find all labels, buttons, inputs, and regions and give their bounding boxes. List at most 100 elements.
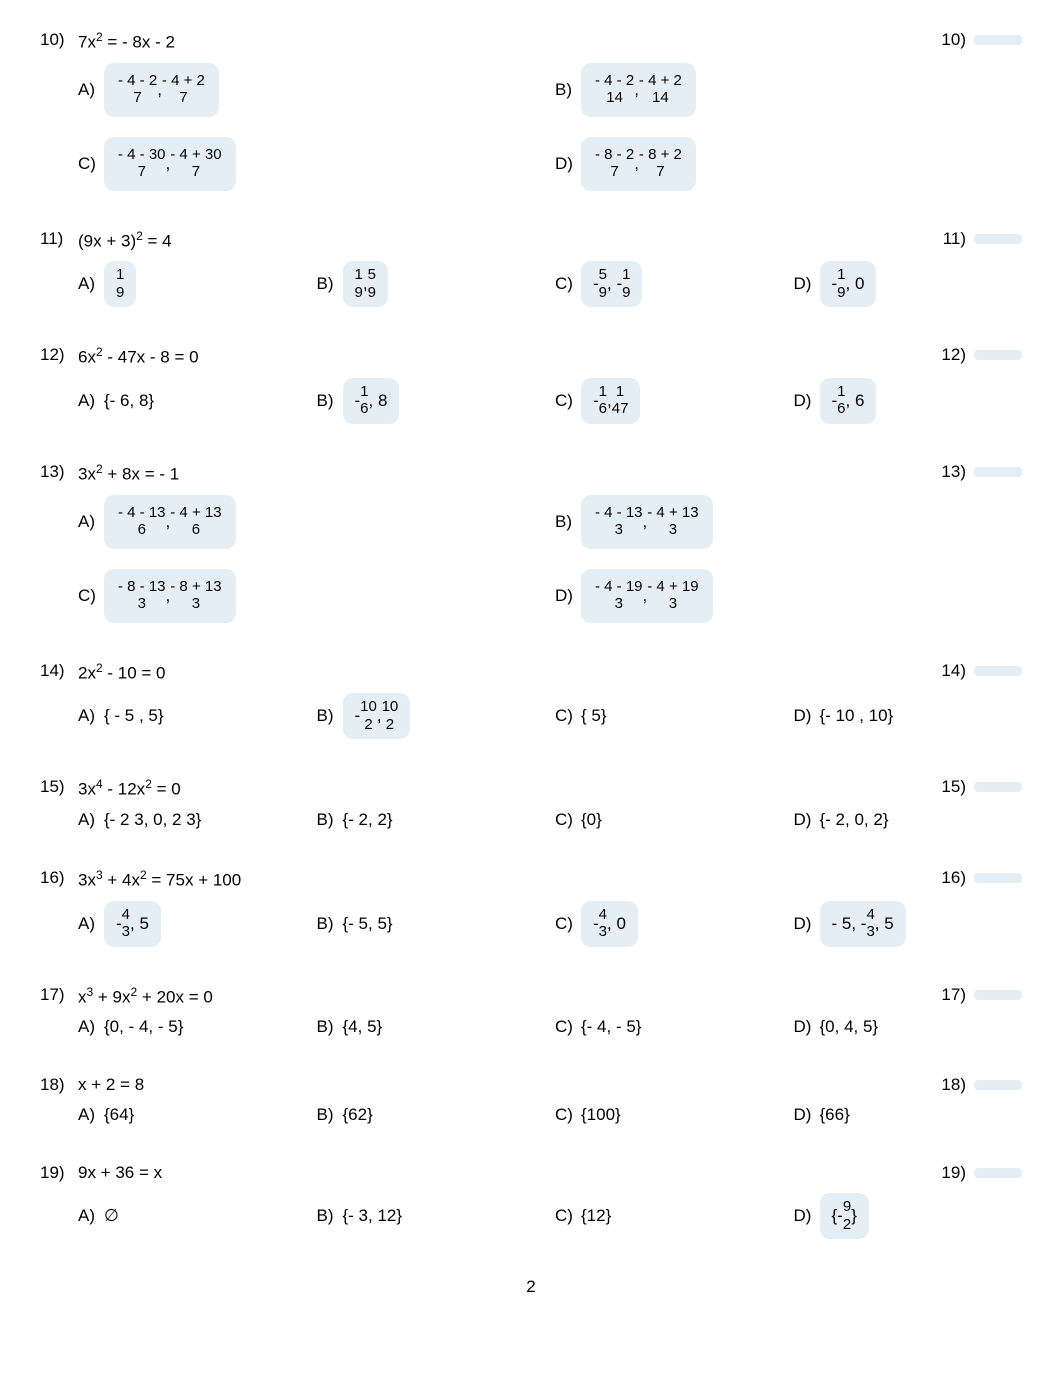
answer-slot: 12) xyxy=(941,345,1022,365)
choice-letter: D) xyxy=(794,1105,820,1125)
choice-letter: A) xyxy=(78,80,104,100)
answer-blank xyxy=(974,1168,1022,1178)
answer-choice: C) - 16, 147 xyxy=(555,378,784,424)
answer-choice: B) {4, 5} xyxy=(317,1017,546,1037)
choice-grid: A) {- 2 3, 0, 2 3} B) {- 2, 2} C) {0} D)… xyxy=(78,810,1022,830)
choice-grid: A) 19 B) 19, 59 C) - 59, - 19 D) - 19, 0 xyxy=(78,261,1022,307)
answer-choice: B) - 4 - 214 , - 4 + 214 xyxy=(555,63,1022,117)
question-stem: 7x2 = - 8x - 2 xyxy=(78,30,1022,53)
choice-grid: A) { - 5 , 5} B) - 102, 102 C) { 5} D) {… xyxy=(78,693,1022,739)
question-stem: 6x2 - 47x - 8 = 0 xyxy=(78,345,1022,368)
answer-blank xyxy=(974,873,1022,883)
answer-choice: D) {- 10 , 10} xyxy=(794,706,1023,726)
answer-choice: D) - 8 - 27 , - 8 + 27 xyxy=(555,137,1022,191)
choice-letter: D) xyxy=(794,274,820,294)
question-stem: 2x2 - 10 = 0 xyxy=(78,661,1022,684)
problem: 15) 15) 3x4 - 12x2 = 0 A) {- 2 3, 0, 2 3… xyxy=(40,777,1022,830)
question-stem: 3x2 + 8x = - 1 xyxy=(78,462,1022,485)
choice-letter: A) xyxy=(78,1206,104,1226)
answer-choice: C) {12} xyxy=(555,1206,784,1226)
choice-letter: C) xyxy=(555,706,581,726)
choice-letter: D) xyxy=(794,1017,820,1037)
answer-choice: D) {- 2, 0, 2} xyxy=(794,810,1023,830)
choice-letter: D) xyxy=(794,706,820,726)
answer-choice: A) - 4 - 27 , - 4 + 27 xyxy=(78,63,545,117)
answer-choice: C) - 8 - 133 , - 8 + 133 xyxy=(78,569,545,623)
answer-choice: D) {0, 4, 5} xyxy=(794,1017,1023,1037)
question-number: 10) xyxy=(40,30,78,50)
answer-blank xyxy=(974,35,1022,45)
answer-slot: 17) xyxy=(941,985,1022,1005)
answer-choice: D) - 19, 0 xyxy=(794,261,1023,307)
choice-letter: C) xyxy=(78,586,104,606)
problem: 10) 10) 7x2 = - 8x - 2 A) - 4 - 27 , - 4… xyxy=(40,30,1022,191)
choice-letter: B) xyxy=(317,391,343,411)
answer-blank xyxy=(974,234,1022,244)
answer-choice: C) {- 4, - 5} xyxy=(555,1017,784,1037)
answer-choice: A) {64} xyxy=(78,1105,307,1125)
answer-choice: C) - 43, 0 xyxy=(555,901,784,947)
question-number: 11) xyxy=(40,229,78,249)
question-number: 18) xyxy=(40,1075,78,1095)
question-number: 13) xyxy=(40,462,78,482)
choice-letter: C) xyxy=(78,154,104,174)
choice-letter: A) xyxy=(78,274,104,294)
answer-blank xyxy=(974,666,1022,676)
choice-letter: D) xyxy=(555,586,581,606)
question-stem: 3x3 + 4x2 = 75x + 100 xyxy=(78,868,1022,891)
problem: 17) 17) x3 + 9x2 + 20x = 0 A) {0, - 4, -… xyxy=(40,985,1022,1038)
choice-letter: C) xyxy=(555,810,581,830)
answer-choice: A) {- 6, 8} xyxy=(78,391,307,411)
answer-choice: D) - 4 - 193 , - 4 + 193 xyxy=(555,569,1022,623)
choice-letter: B) xyxy=(555,80,581,100)
answer-choice: C) - 59, - 19 xyxy=(555,261,784,307)
answer-choice: C) { 5} xyxy=(555,706,784,726)
choice-letter: B) xyxy=(555,512,581,532)
answer-choice: D) {- 92} xyxy=(794,1193,1023,1239)
problem: 11) 11) (9x + 3)2 = 4 A) 19 B) 19, 59 C)… xyxy=(40,229,1022,308)
answer-choice: B) - 102, 102 xyxy=(317,693,546,739)
choice-letter: B) xyxy=(317,810,343,830)
answer-choice: A) 19 xyxy=(78,261,307,307)
problem: 14) 14) 2x2 - 10 = 0 A) { - 5 , 5} B) - … xyxy=(40,661,1022,740)
answer-slot: 13) xyxy=(941,462,1022,482)
choice-letter: A) xyxy=(78,512,104,532)
answer-choice: D) - 5, - 43, 5 xyxy=(794,901,1023,947)
choice-letter: C) xyxy=(555,1206,581,1226)
choice-letter: C) xyxy=(555,274,581,294)
problem: 12) 12) 6x2 - 47x - 8 = 0 A) {- 6, 8} B)… xyxy=(40,345,1022,424)
choice-grid: A) ∅ B) {- 3, 12} C) {12} D) {- 92} xyxy=(78,1193,1022,1239)
answer-choice: C) - 4 - 307 , - 4 + 307 xyxy=(78,137,545,191)
answer-choice: A) - 4 - 136 , - 4 + 136 xyxy=(78,495,545,549)
choice-grid: A) {64} B) {62} C) {100} D) {66} xyxy=(78,1105,1022,1125)
question-number: 12) xyxy=(40,345,78,365)
problem: 16) 16) 3x3 + 4x2 = 75x + 100 A) - 43, 5… xyxy=(40,868,1022,947)
answer-choice: B) {62} xyxy=(317,1105,546,1125)
choice-grid: A) - 4 - 27 , - 4 + 27 B) - 4 - 214 , - … xyxy=(78,63,1022,191)
problem: 19) 19) 9x + 36 = x A) ∅ B) {- 3, 12} C)… xyxy=(40,1163,1022,1239)
choice-letter: A) xyxy=(78,1017,104,1037)
choice-letter: C) xyxy=(555,1017,581,1037)
choice-letter: D) xyxy=(794,914,820,934)
page-number: 2 xyxy=(40,1277,1022,1297)
question-stem: (9x + 3)2 = 4 xyxy=(78,229,1022,252)
choice-letter: C) xyxy=(555,914,581,934)
choice-letter: A) xyxy=(78,706,104,726)
answer-choice: B) {- 3, 12} xyxy=(317,1206,546,1226)
answer-choice: B) {- 5, 5} xyxy=(317,914,546,934)
answer-choice: B) - 4 - 133 , - 4 + 133 xyxy=(555,495,1022,549)
answer-choice: A) {0, - 4, - 5} xyxy=(78,1017,307,1037)
question-number: 14) xyxy=(40,661,78,681)
question-number: 17) xyxy=(40,985,78,1005)
choice-letter: B) xyxy=(317,274,343,294)
choice-letter: C) xyxy=(555,391,581,411)
answer-slot: 11) xyxy=(943,229,1022,249)
answer-slot: 19) xyxy=(941,1163,1022,1183)
question-number: 19) xyxy=(40,1163,78,1183)
answer-blank xyxy=(974,990,1022,1000)
answer-blank xyxy=(974,350,1022,360)
choice-letter: A) xyxy=(78,810,104,830)
answer-choice: D) - 16, 6 xyxy=(794,378,1023,424)
problem: 18) 18) x + 2 = 8 A) {64} B) {62} C) {10… xyxy=(40,1075,1022,1125)
choice-letter: A) xyxy=(78,1105,104,1125)
